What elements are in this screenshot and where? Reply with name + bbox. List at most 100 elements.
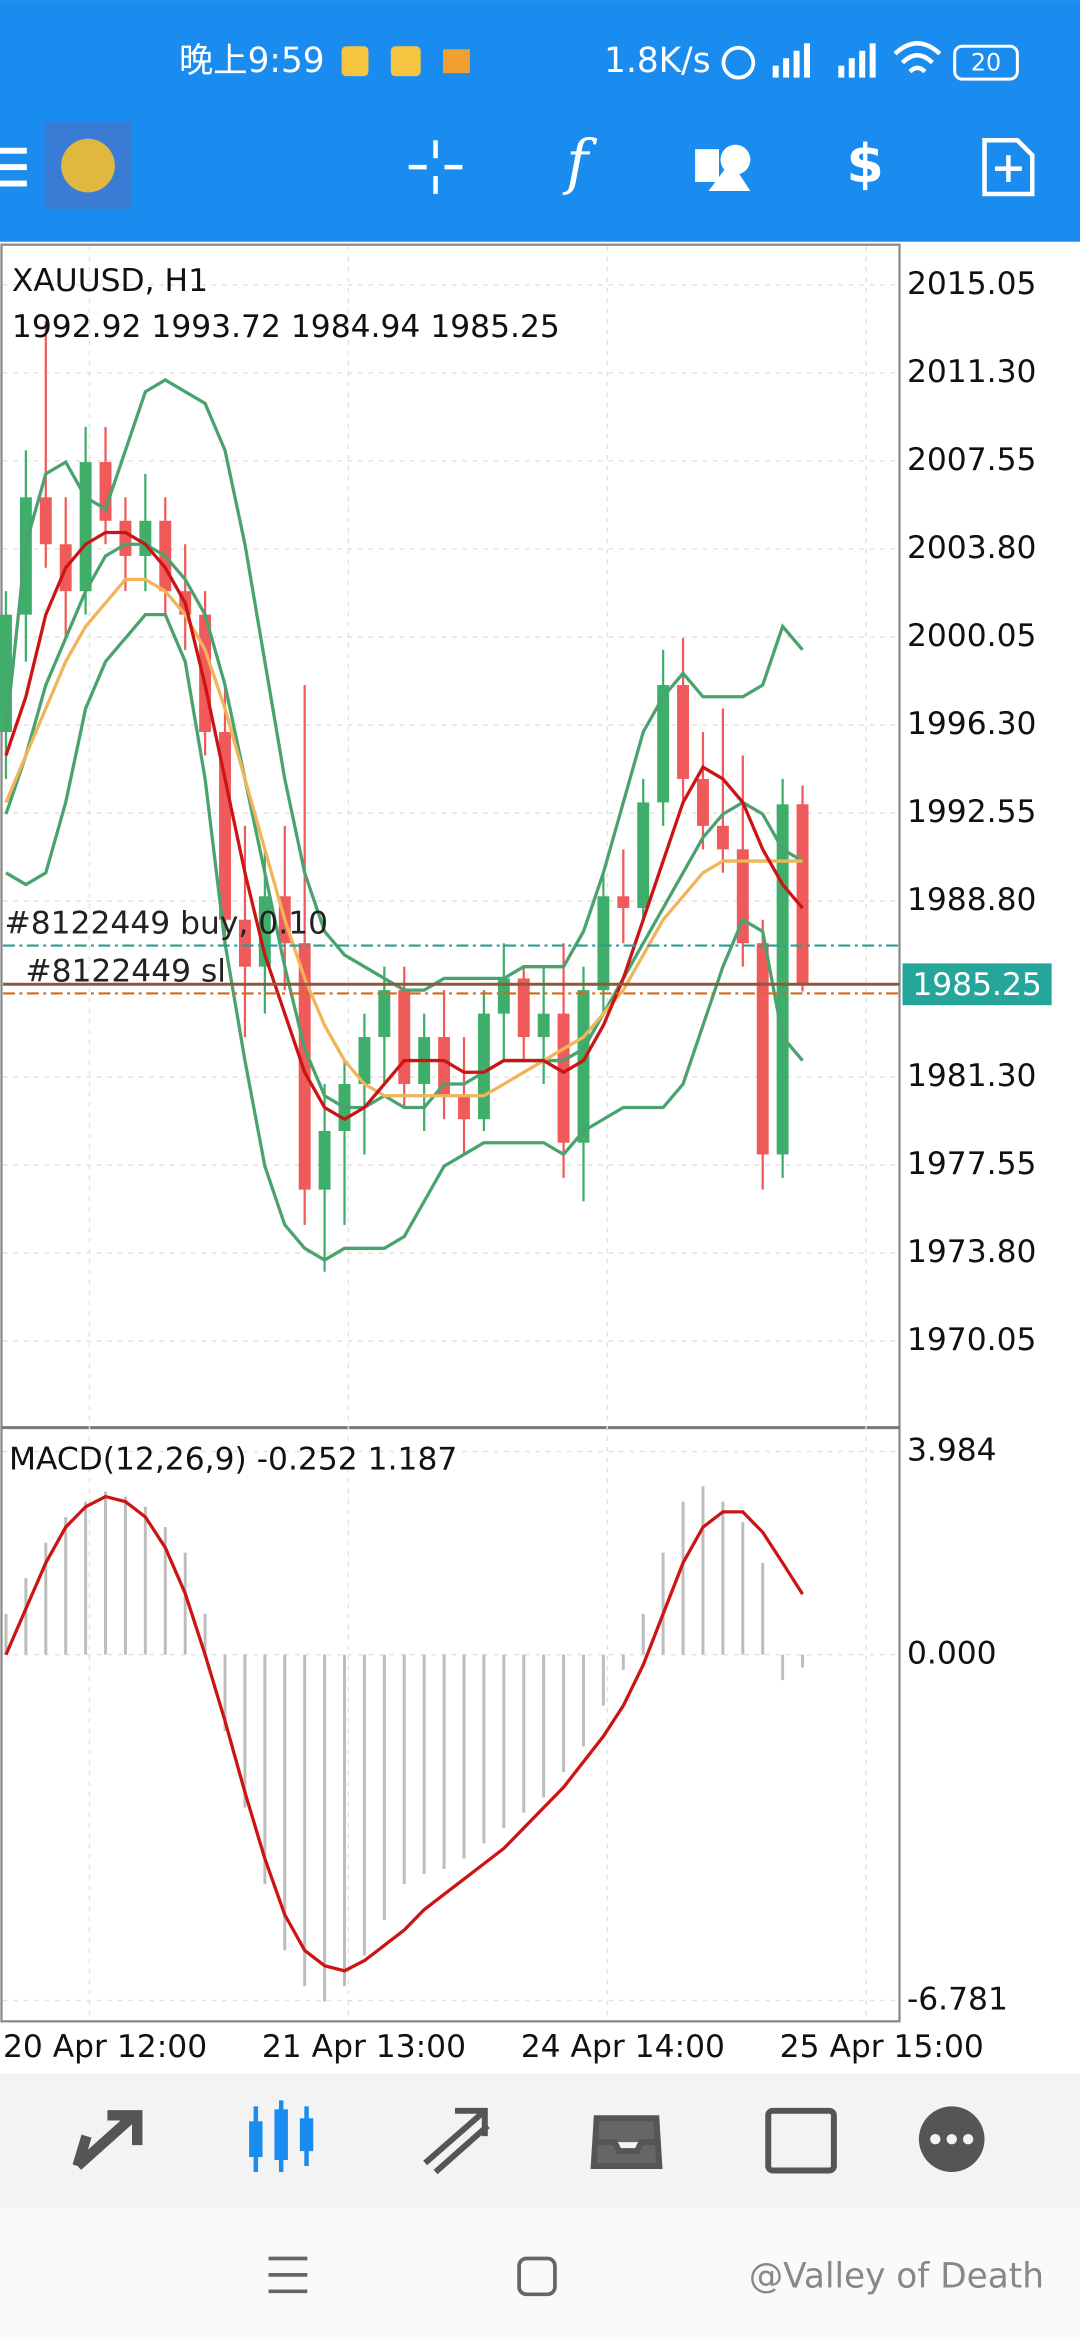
signal-value: 1.187 [368,1441,458,1477]
candle-body [756,943,769,1155]
candle-body [378,990,391,1038]
indicator-line [4,530,804,1122]
candle-body [298,943,311,1190]
objects-button[interactable] [695,144,751,191]
signal-line [4,1494,804,1973]
chart-tab[interactable] [249,2100,314,2172]
watermark: @Valley of Death [749,2256,1044,2296]
symbol-title: XAUUSD, H1 [12,263,208,299]
y-tick-label: 1996.30 [907,706,1037,742]
candle-body [537,1013,550,1038]
messages-dots [930,2133,974,2145]
y-tick-label: 1977.55 [907,1146,1037,1182]
y-tick-label: 1992.55 [907,794,1037,830]
candle-body [736,849,749,944]
candle-body [657,685,670,803]
y-tick-label: 2011.30 [907,354,1037,390]
system-menu-button[interactable] [268,2256,308,2294]
y-tick-label: 3.984 [907,1432,997,1468]
x-tick-label: 24 Apr 14:00 [521,2029,725,2065]
candle-body [517,978,530,1038]
candle-body [139,520,152,556]
battery-level: 20 [971,49,1001,77]
candle-body [398,990,411,1085]
bottom-nav [0,2073,1080,2208]
price-box-label: 1985.25 [912,967,1042,1003]
trade-button[interactable]: $ [847,132,884,195]
candle-body [716,825,729,850]
status-icon [390,46,421,77]
y-tick-label: 2015.05 [907,266,1037,302]
y-tick-label: 0.000 [907,1636,997,1672]
y-tick-label: 2003.80 [907,530,1037,566]
crosshair-button[interactable] [408,140,463,194]
candle-body [119,520,132,556]
indicator-line [4,542,804,1110]
ohlc-header: 1992.92 1993.72 1984.94 1985.25 [12,309,560,345]
history-tab[interactable] [590,2115,663,2170]
candle-body [318,1130,331,1190]
x-tick-label: 25 Apr 15:00 [780,2029,984,2065]
menu-button[interactable] [0,147,27,187]
close: 1985.25 [430,309,559,345]
app-header [0,0,1080,242]
system-nav [0,2207,1080,2340]
candle-body [458,1095,470,1120]
quotes-tab[interactable] [72,2110,143,2170]
y-tick-label: 1988.80 [907,882,1037,918]
new-order-button[interactable] [982,138,1035,197]
candle-body [677,685,690,779]
macd-header: MACD(12,26,9) -0.252 1.187 [9,1441,457,1477]
candle-body [438,1037,451,1096]
candle-body [577,990,590,1143]
y-tick-label: 2000.05 [907,618,1037,654]
candle-body [637,802,650,909]
status-icon [341,46,369,77]
candle-body [597,896,610,991]
price-box [902,963,1052,1006]
y-tick-label: 1981.30 [907,1058,1037,1094]
indicator-line [4,577,803,1098]
y-tick-label: -6.781 [907,1981,1008,2017]
candle-body [776,804,789,1155]
status-speed: 1.8K/s [604,41,710,81]
candle-body [99,462,112,521]
candle-body [258,896,271,967]
indicator-line [4,378,804,992]
app-logo-mark [61,138,115,193]
x-tick-label: 21 Apr 13:00 [262,2029,466,2065]
candle-body [617,896,630,909]
candle-body [796,804,809,985]
open: 1992.92 [12,309,142,345]
indicator-line [5,613,804,1262]
candle-body [79,462,92,592]
y-tick-label: 1970.05 [907,1322,1037,1358]
macd-title: MACD(12,26,9) [9,1441,247,1477]
candle-body [557,1013,570,1143]
candle-body [697,778,709,826]
candle-body [0,614,12,732]
system-home-button[interactable] [517,2256,557,2297]
low: 1984.94 [291,309,420,345]
candle-body [358,1037,371,1085]
y-tick-label: 2007.55 [907,442,1037,478]
status-time: 晚上9:59 [179,41,325,81]
trade-tab[interactable] [423,2107,490,2175]
candle-body [219,731,231,920]
signal-icons [772,43,876,78]
x-tick-label: 20 Apr 12:00 [3,2029,207,2065]
high: 1993.72 [151,309,281,345]
candle-body [477,1013,490,1120]
wifi-icon [893,41,942,74]
status-icon [443,49,470,74]
battery-icon [953,44,1019,81]
order-label: #8122449 buy, 0.10 [4,906,328,942]
news-tab[interactable] [765,2107,837,2174]
alarm-icon [721,45,756,80]
macd-value: -0.252 [257,1441,358,1477]
candle-body [39,497,52,545]
order-label: #8122449 sl [25,954,226,990]
candle-body [238,919,251,967]
